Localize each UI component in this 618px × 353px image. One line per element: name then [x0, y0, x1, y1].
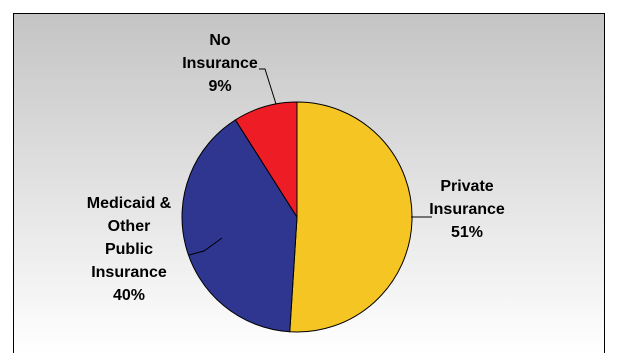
pie-chart: Private Insurance 51% Medicaid & Other Public… — [14, 14, 604, 353]
slice-label-line: 9% — [208, 78, 231, 95]
slice-label-line: Insurance — [182, 55, 258, 72]
slice-label-line: Private — [440, 178, 493, 195]
slice-label-line: Insurance — [429, 201, 505, 218]
slice-label-line: Medicaid & — [87, 195, 172, 212]
slice-label-line: Other — [108, 218, 151, 235]
pie-slice-no-insurance — [234, 101, 298, 219]
labels-layer: Private Insurance 51% Medicaid & Other Public… — [87, 32, 505, 304]
chart-frame: Private Insurance 51% Medicaid & Other Public… — [13, 13, 605, 353]
slice-label-line: No — [209, 32, 231, 49]
pie-slice-private-insurance — [289, 101, 413, 333]
leader-lines-layer — [188, 68, 432, 256]
leader-line — [259, 68, 277, 105]
slice-label-line: 51% — [451, 224, 483, 241]
slice-label: No Insurance 9% — [182, 32, 258, 95]
slice-label: Private Insurance 51% — [429, 178, 505, 241]
leader-line — [188, 237, 223, 256]
pie-slice-medicaid-other-public-insurance — [181, 119, 298, 333]
slices-layer — [181, 101, 413, 333]
slice-label-line: Public — [105, 241, 153, 258]
slice-label-line: 40% — [113, 287, 145, 304]
slice-label-line: Insurance — [91, 264, 167, 281]
slice-label: Medicaid & Other Public Insurance 40% — [87, 195, 172, 304]
